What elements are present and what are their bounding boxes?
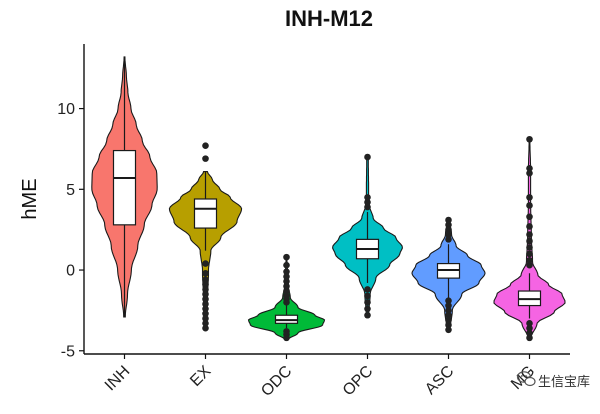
outlier-point-ex (202, 269, 209, 277)
outlier-point-ex (202, 320, 209, 327)
outlier-point-mg (526, 257, 533, 264)
outlier-point-asc (445, 321, 452, 329)
outlier-point-ex (202, 276, 209, 284)
outlier-point-asc (445, 221, 452, 229)
outlier-point-opc (364, 292, 371, 300)
outlier-point-odc (283, 282, 290, 290)
outlier-point-opc (364, 305, 371, 313)
outlier-point-odc (283, 334, 290, 342)
outlier-point-ex (202, 281, 209, 288)
outlier-point-odc (283, 287, 290, 295)
outlier-point-ex (202, 310, 209, 317)
outlier-point-ex (202, 315, 209, 322)
outlier-point-asc (445, 316, 452, 324)
outlier-point-mg (526, 237, 533, 245)
outlier-point-mg (526, 213, 533, 221)
outlier-point-odc (283, 299, 290, 306)
outlier-point-opc (364, 286, 371, 293)
violin-group-odc (247, 253, 326, 342)
outlier-point-mg (526, 320, 533, 327)
outlier-point-mg (526, 250, 533, 258)
x-tick-label: MG (508, 363, 538, 393)
outlier-point-asc (445, 326, 452, 334)
plot-area (91, 56, 566, 342)
box-inh (112, 149, 137, 226)
x-tick-label: OPC (340, 363, 377, 400)
violin-group-mg (493, 135, 566, 342)
outlier-point-asc (445, 307, 452, 314)
outlier-point-ex (202, 295, 209, 303)
violin-group-opc (332, 153, 403, 319)
outlier-point-ex (202, 260, 209, 267)
outlier-point-opc (364, 311, 371, 319)
y-tick-label: 10 (57, 101, 75, 118)
outlier-point-mg (526, 194, 533, 201)
box-ex (193, 198, 218, 229)
outlier-point-asc (445, 236, 452, 243)
outlier-point-mg (526, 169, 533, 177)
outlier-point-mg (526, 202, 533, 209)
outlier-point-asc (445, 302, 452, 309)
violin-group-ex (168, 142, 243, 332)
outlier-point-opc (364, 198, 371, 206)
violin-group-asc (411, 216, 486, 334)
x-tick-label: INH (102, 363, 134, 395)
outlier-point-odc (283, 268, 290, 275)
outlier-point-ex (202, 300, 209, 308)
outlier-point-odc (283, 278, 290, 285)
outlier-point-opc (364, 299, 371, 306)
outlier-point-odc (283, 273, 290, 280)
outlier-point-ex (202, 155, 209, 162)
outlier-point-ex (202, 305, 209, 313)
violin-group-inh (91, 56, 158, 318)
y-tick-label: 5 (66, 182, 75, 199)
x-tick-label: ODC (258, 363, 295, 400)
watermark-text: 生信宝库 (538, 374, 590, 390)
chart-title: INH-M12 (285, 6, 373, 31)
outlier-point-opc (364, 203, 371, 211)
outlier-point-odc (283, 253, 290, 261)
outlier-point-mg (526, 261, 533, 269)
outlier-point-ex (202, 142, 209, 150)
x-tick-label: EX (187, 363, 214, 390)
watermark: 生信宝库 (516, 371, 590, 390)
outlier-point-mg (526, 223, 533, 230)
outlier-point-asc (445, 311, 452, 319)
outlier-point-mg (526, 165, 533, 172)
outlier-point-mg (526, 231, 533, 238)
outlier-point-ex (202, 290, 209, 298)
y-tick-label: -5 (61, 343, 75, 360)
outlier-point-opc (364, 153, 371, 161)
outlier-point-mg (526, 334, 533, 342)
outlier-point-mg (526, 135, 533, 143)
outlier-point-mg (526, 244, 533, 251)
y-tick-label: 0 (66, 263, 75, 280)
outlier-point-asc (445, 226, 452, 233)
outlier-point-ex (202, 324, 209, 332)
outlier-point-asc (445, 297, 452, 305)
outlier-point-mg (526, 324, 533, 332)
outlier-point-opc (364, 194, 371, 201)
outlier-point-asc (445, 231, 452, 238)
x-tick-label: ASC (422, 363, 457, 398)
wechat-icon (516, 371, 536, 387)
y-axis-label: hME (19, 178, 41, 219)
outlier-point-odc (283, 261, 290, 269)
outlier-point-asc (445, 216, 452, 224)
outlier-point-ex (202, 286, 209, 293)
outlier-point-mg (526, 329, 533, 337)
